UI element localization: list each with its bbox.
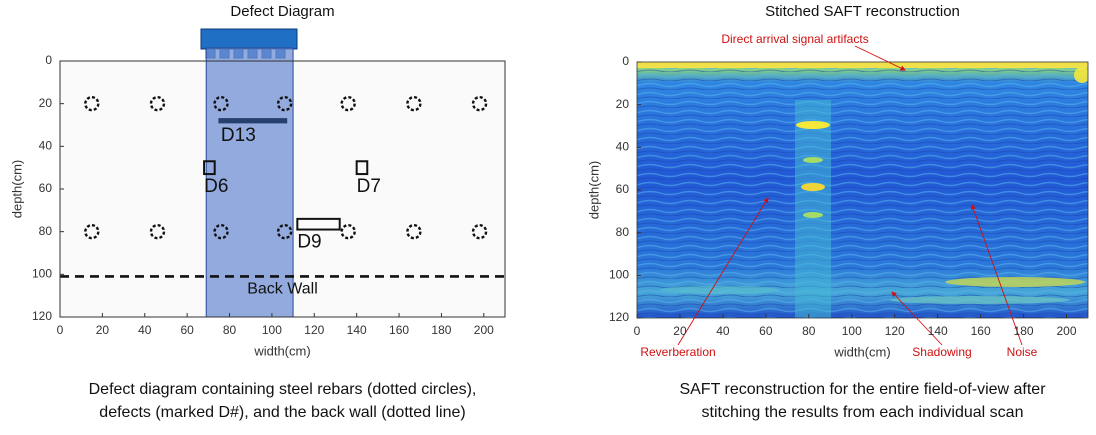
y-tick-label: 40 bbox=[616, 140, 630, 154]
x-tick-label: 140 bbox=[928, 324, 948, 338]
annotation: Direct arrival signal artifacts bbox=[721, 32, 868, 46]
rebar bbox=[213, 223, 229, 240]
annotation: Noise bbox=[1007, 345, 1038, 359]
x-tick-label: 200 bbox=[474, 323, 494, 337]
chart-title: Defect Diagram bbox=[230, 3, 334, 20]
defect bbox=[203, 160, 216, 176]
y-tick-label: 80 bbox=[616, 225, 630, 239]
rebar bbox=[84, 223, 100, 240]
x-tick-label: 40 bbox=[138, 323, 152, 337]
x-tick-label: 200 bbox=[1057, 324, 1077, 338]
x-tick-label: 80 bbox=[802, 324, 816, 338]
x-tick-label: 180 bbox=[1014, 324, 1034, 338]
x-tick-label: 60 bbox=[180, 323, 194, 337]
y-tick-label: 100 bbox=[32, 267, 52, 281]
y-tick-label: 100 bbox=[609, 268, 629, 282]
rebar bbox=[406, 223, 422, 240]
x-tick-label: 160 bbox=[389, 323, 409, 337]
defect bbox=[355, 160, 369, 176]
x-tick-label: 80 bbox=[223, 323, 237, 337]
x-tick-label: 180 bbox=[431, 323, 451, 337]
rebar bbox=[471, 223, 488, 240]
rebar bbox=[276, 223, 293, 240]
defect-label: D9 bbox=[297, 232, 321, 253]
rebar bbox=[406, 95, 422, 112]
annotation: Reverberation bbox=[640, 345, 715, 359]
x-axis-label: width(cm) bbox=[833, 344, 890, 359]
caption: defects (marked D#), and the back wall (… bbox=[99, 404, 465, 421]
annotation-arrow bbox=[854, 45, 906, 71]
defect bbox=[218, 118, 288, 124]
y-tick-label: 60 bbox=[616, 182, 630, 196]
y-tick-label: 20 bbox=[616, 97, 630, 111]
saft-image bbox=[637, 62, 1088, 318]
annotation: Shadowing bbox=[912, 345, 971, 359]
rebar bbox=[84, 95, 100, 112]
y-tick-label: 40 bbox=[39, 139, 53, 153]
x-tick-label: 20 bbox=[673, 324, 687, 338]
rebar bbox=[149, 95, 166, 112]
defect bbox=[296, 217, 341, 231]
defect-label: D13 bbox=[221, 125, 256, 146]
y-tick-label: 80 bbox=[39, 224, 53, 238]
x-tick-label: 20 bbox=[96, 323, 110, 337]
x-tick-label: 140 bbox=[347, 323, 367, 337]
defect-label: D6 bbox=[204, 176, 228, 197]
y-tick-label: 60 bbox=[39, 181, 53, 195]
rebar bbox=[276, 95, 293, 112]
x-tick-label: 0 bbox=[57, 323, 64, 337]
defect-label: D7 bbox=[357, 176, 381, 197]
x-tick-label: 120 bbox=[885, 324, 905, 338]
y-axis-label: depth(cm) bbox=[586, 161, 601, 220]
back-wall-label: Back Wall bbox=[247, 281, 318, 298]
y-tick-label: 120 bbox=[32, 309, 52, 323]
x-tick-label: 120 bbox=[304, 323, 324, 337]
rebar bbox=[340, 223, 356, 240]
rebar bbox=[149, 223, 166, 240]
x-tick-label: 0 bbox=[634, 324, 641, 338]
y-tick-label: 20 bbox=[39, 96, 53, 110]
rebar bbox=[213, 95, 229, 112]
caption: stitching the results from each individu… bbox=[702, 404, 1024, 421]
annotation-arrow bbox=[677, 197, 769, 346]
y-tick-label: 0 bbox=[45, 53, 52, 67]
rebar bbox=[340, 95, 356, 112]
annotation-arrow bbox=[970, 204, 1023, 346]
y-tick-label: 120 bbox=[609, 310, 629, 324]
rebar bbox=[471, 95, 488, 112]
x-tick-label: 40 bbox=[716, 324, 730, 338]
annotation-arrow bbox=[891, 291, 943, 346]
x-tick-label: 60 bbox=[759, 324, 773, 338]
caption: SAFT reconstruction for the entire field… bbox=[679, 381, 1046, 398]
x-axis-label: width(cm) bbox=[253, 343, 310, 358]
x-tick-label: 160 bbox=[971, 324, 991, 338]
y-tick-label: 0 bbox=[622, 54, 629, 68]
x-tick-label: 100 bbox=[262, 323, 282, 337]
y-axis-label: depth(cm) bbox=[9, 160, 24, 219]
x-tick-label: 100 bbox=[842, 324, 862, 338]
chart-title: Stitched SAFT reconstruction bbox=[765, 3, 960, 20]
caption: Defect diagram containing steel rebars (… bbox=[89, 381, 477, 398]
